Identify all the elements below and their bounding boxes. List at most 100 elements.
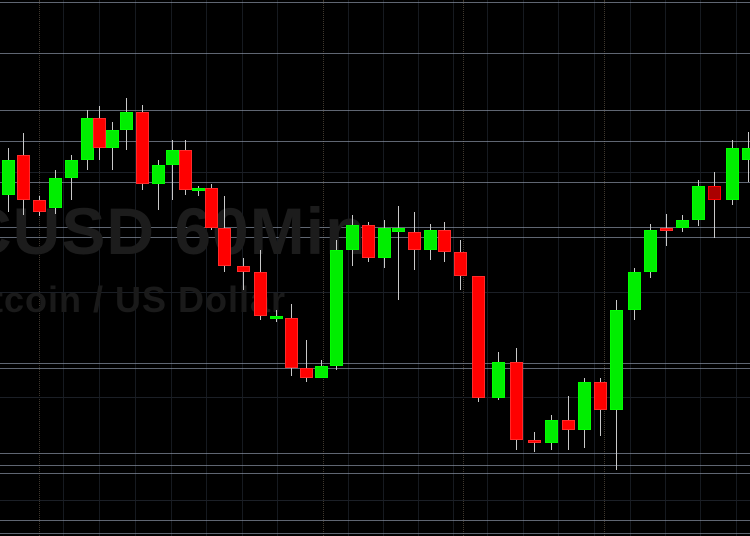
vertical-gridline [630,0,631,536]
candlestick[interactable] [454,0,467,536]
candle-body-bearish [528,440,541,443]
candlestick[interactable] [152,0,165,536]
vertical-gridline [665,0,666,536]
candle-body-bearish [454,252,467,276]
candlestick[interactable] [49,0,62,536]
candlestick[interactable] [610,0,623,536]
candle-wick [243,258,244,290]
candlestick[interactable] [562,0,575,536]
horizontal-gridline-dim [0,500,750,501]
horizontal-gridline-dim [0,292,750,293]
candlestick[interactable] [120,0,133,536]
price-level-line [0,368,750,369]
candle-body-bullish [49,178,62,208]
price-level-line [0,465,750,466]
candle-body-bullish [120,112,133,130]
candlestick[interactable] [438,0,451,536]
candlestick[interactable] [362,0,375,536]
candlestick[interactable] [179,0,192,536]
vertical-gridline [63,0,64,536]
candlestick[interactable] [218,0,231,536]
price-level-line [0,453,750,454]
candlestick[interactable] [192,0,205,536]
candlestick[interactable] [594,0,607,536]
candlestick[interactable] [424,0,437,536]
candle-body-bullish [628,272,641,310]
candlestick[interactable] [65,0,78,536]
candlestick[interactable] [692,0,705,536]
candlestick[interactable] [166,0,179,536]
candlestick[interactable] [315,0,328,536]
candlestick[interactable] [742,0,750,536]
chart-instrument-watermark: itcoin / US Dollar [0,279,287,320]
candlestick[interactable] [285,0,298,536]
price-level-line [0,473,750,474]
candle-body-bullish [152,165,165,184]
session-divider-line [39,0,41,536]
candle-wick [398,206,399,300]
candlestick[interactable] [492,0,505,536]
candlestick[interactable] [378,0,391,536]
candle-body-bullish [492,362,505,398]
candlestick[interactable] [578,0,591,536]
candlestick[interactable] [644,0,657,536]
candle-body-bullish [676,220,689,228]
candlestick[interactable] [330,0,343,536]
candlestick[interactable] [237,0,250,536]
candle-wick [306,340,307,382]
candlestick[interactable] [510,0,523,536]
candlestick[interactable] [93,0,106,536]
candle-body-bullish [692,186,705,220]
candle-body-bearish [136,112,149,184]
horizontal-gridline-dim [0,172,750,173]
candle-body-bullish [315,366,328,378]
price-level-line [0,363,750,364]
candle-body-bearish [594,382,607,410]
candlestick[interactable] [545,0,558,536]
candlestick[interactable] [528,0,541,536]
candlestick[interactable] [726,0,739,536]
horizontal-gridline-dim [0,397,750,398]
price-level-line [0,520,750,521]
vertical-gridline [487,0,488,536]
candle-wick [198,186,199,196]
candlestick[interactable] [300,0,313,536]
candle-body-bearish [362,225,375,258]
candlestick[interactable] [472,0,485,536]
candlestick[interactable] [628,0,641,536]
candlestick[interactable] [408,0,421,536]
price-level-line [0,237,750,238]
candlestick[interactable] [676,0,689,536]
candlestick[interactable] [708,0,721,536]
vertical-gridline [206,0,207,536]
candlestick[interactable] [254,0,267,536]
candlestick[interactable] [106,0,119,536]
candlestick[interactable] [270,0,283,536]
vertical-gridline [700,0,701,536]
candlestick[interactable] [205,0,218,536]
price-level-line [0,533,750,534]
candle-wick [172,140,173,200]
candle-body-bearish [660,228,673,231]
candle-body-bearish [218,228,231,266]
vertical-gridline [171,0,172,536]
candlestick[interactable] [392,0,405,536]
price-level-line [0,53,750,54]
vertical-gridline [99,0,100,536]
price-level-line [0,182,750,183]
candle-body-bullish [742,148,750,160]
candlestick[interactable] [136,0,149,536]
candlestick[interactable] [660,0,673,536]
candlestick[interactable] [2,0,15,536]
vertical-gridline [523,0,524,536]
candlestick[interactable] [346,0,359,536]
candlestick[interactable] [33,0,46,536]
vertical-gridline [383,0,384,536]
candlestick[interactable] [17,0,30,536]
candle-body-bearish [93,118,106,148]
candle-body-bearish [17,155,30,200]
candle-body-bullish [424,230,437,250]
